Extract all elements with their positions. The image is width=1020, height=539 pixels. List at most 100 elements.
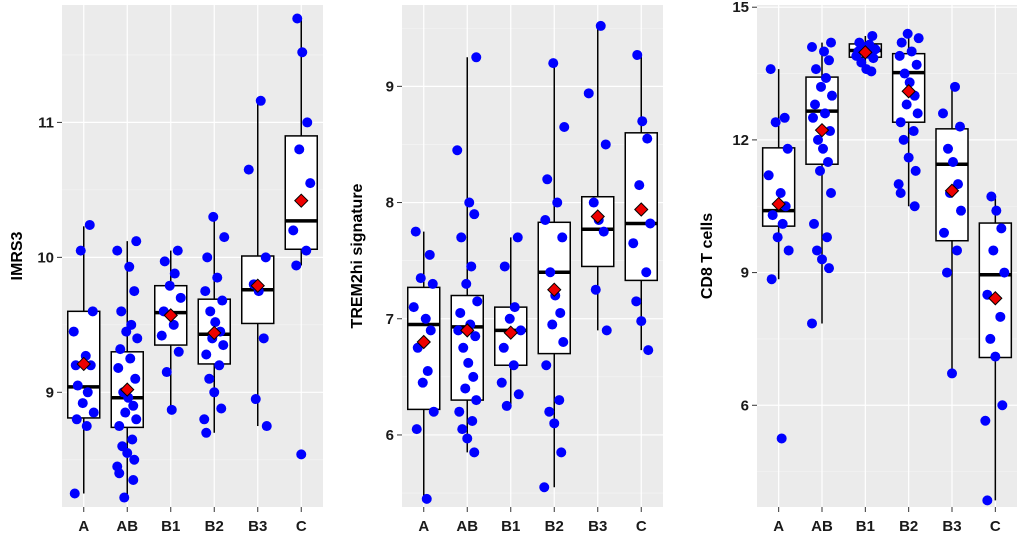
data-point — [943, 143, 953, 154]
data-point — [990, 351, 1001, 362]
data-point — [637, 116, 648, 127]
data-point — [508, 360, 519, 371]
data-point — [601, 325, 612, 336]
data-point — [288, 225, 299, 236]
data-point — [826, 37, 836, 48]
data-point — [868, 53, 879, 64]
data-point — [822, 232, 832, 243]
data-point — [292, 13, 303, 24]
data-point — [903, 152, 914, 163]
iqr-box — [581, 195, 615, 268]
data-point — [807, 42, 817, 53]
data-point — [904, 77, 915, 88]
data-point — [906, 46, 917, 57]
data-point — [471, 395, 482, 406]
y-tick-label: 12 — [732, 132, 749, 149]
data-point — [763, 170, 774, 181]
data-point — [88, 407, 99, 418]
data-point — [212, 272, 223, 283]
y-tick-label: 6 — [741, 397, 749, 414]
x-tick-label-b1: B1 — [161, 518, 180, 535]
data-point — [250, 394, 261, 405]
data-point — [816, 81, 826, 92]
data-point — [554, 395, 565, 406]
data-point — [411, 424, 422, 435]
data-point — [408, 302, 419, 313]
data-point — [210, 317, 221, 328]
data-point — [209, 387, 220, 398]
iqr-box — [978, 222, 1013, 359]
y-tick-label: 9 — [386, 78, 394, 95]
data-point — [458, 342, 469, 353]
data-point — [912, 108, 923, 119]
data-point — [114, 468, 125, 479]
data-point — [827, 90, 837, 101]
y-tick-label: 9 — [741, 265, 749, 282]
data-point — [588, 197, 599, 208]
data-point — [509, 302, 520, 313]
x-tick-label-ab: AB — [116, 518, 138, 535]
data-point — [948, 157, 958, 168]
data-point — [542, 174, 553, 185]
data-point — [980, 415, 991, 426]
data-point — [636, 316, 647, 327]
data-point — [956, 205, 966, 216]
data-point — [205, 306, 216, 317]
data-point — [986, 191, 997, 202]
data-point — [420, 313, 431, 324]
data-point — [821, 72, 831, 83]
data-point — [911, 59, 922, 70]
data-point — [544, 406, 555, 417]
panel-background — [757, 5, 1017, 507]
data-point — [559, 122, 570, 133]
data-point — [895, 187, 906, 198]
data-point — [953, 179, 963, 190]
data-point — [950, 81, 960, 92]
data-point — [643, 345, 654, 356]
data-point — [457, 424, 468, 435]
data-point — [779, 112, 790, 123]
data-point — [81, 421, 92, 432]
data-point — [463, 357, 474, 368]
data-point — [422, 366, 433, 377]
data-point — [783, 245, 794, 256]
data-point — [214, 360, 225, 371]
data-point — [75, 245, 86, 256]
data-point — [121, 326, 132, 337]
data-point — [808, 112, 818, 123]
data-point — [128, 400, 139, 411]
data-point — [156, 330, 167, 341]
data-point — [77, 398, 88, 409]
data-point — [824, 55, 834, 66]
data-point — [243, 164, 254, 175]
data-point — [208, 211, 219, 222]
data-point — [955, 121, 965, 132]
data-point — [866, 66, 877, 77]
y-tick-label: 15 — [732, 0, 749, 16]
mean-marker — [901, 84, 916, 99]
data-point — [71, 414, 82, 425]
data-point — [997, 400, 1008, 411]
data-point — [125, 353, 136, 364]
data-point — [772, 232, 783, 243]
data-point — [909, 201, 920, 212]
data-point — [938, 108, 948, 119]
data-point — [461, 278, 472, 289]
data-point — [127, 434, 138, 445]
data-point — [116, 306, 127, 317]
data-point — [942, 267, 952, 278]
data-point — [939, 227, 949, 238]
data-point — [947, 368, 957, 379]
data-point — [200, 286, 211, 297]
data-point — [908, 126, 919, 137]
data-point — [598, 226, 609, 237]
mean-marker — [163, 308, 178, 323]
data-point — [631, 296, 642, 307]
x-tick-label-b2: B2 — [899, 518, 918, 535]
y-tick-label: 6 — [386, 427, 394, 444]
data-point — [539, 482, 550, 493]
y-tick-label: 10 — [37, 249, 54, 266]
data-point — [952, 245, 962, 256]
data-point — [513, 389, 524, 400]
data-point — [166, 404, 177, 415]
